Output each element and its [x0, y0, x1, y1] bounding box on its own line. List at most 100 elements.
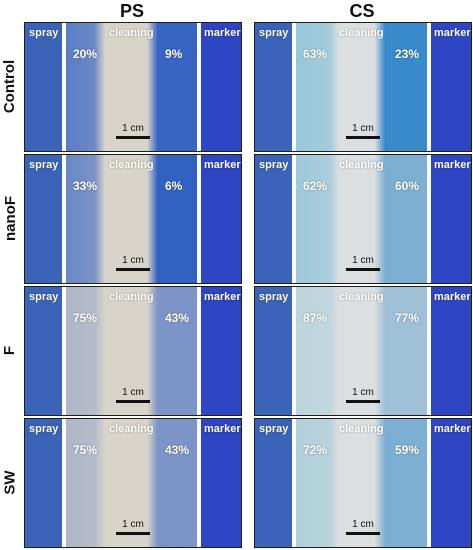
spray-strip — [25, 419, 62, 547]
strip-gap — [62, 287, 66, 415]
left-percentage: 72% — [303, 443, 328, 457]
marker-label: marker — [204, 159, 241, 171]
scale-bar-line — [116, 136, 150, 139]
scale-bar: 1 cm — [104, 519, 162, 535]
marker-label: marker — [434, 291, 471, 303]
scale-bar-label: 1 cm — [352, 519, 374, 530]
cleaning-strip — [66, 23, 197, 151]
row-label-text: nanoF — [1, 195, 19, 241]
strip-gap — [292, 155, 296, 283]
row-label-sw: SW — [0, 418, 20, 546]
marker-strip — [201, 155, 241, 283]
panel-cs-nanof: spray cleaning marker 62% 60% 1 cm — [254, 154, 472, 284]
strip-gap — [197, 23, 201, 151]
marker-label: marker — [434, 423, 471, 435]
row-label-text: Control — [1, 59, 19, 113]
strip-gap — [292, 23, 296, 151]
scale-bar-line — [346, 400, 380, 403]
scale-bar: 1 cm — [334, 519, 392, 535]
marker-strip — [431, 287, 471, 415]
marker-strip — [201, 23, 241, 151]
right-percentage: 23% — [395, 47, 420, 61]
spray-label: spray — [29, 27, 59, 39]
scale-bar-label: 1 cm — [352, 255, 374, 266]
left-percentage: 62% — [303, 179, 328, 193]
right-percentage: 60% — [395, 179, 420, 193]
scale-bar-line — [116, 400, 150, 403]
strip-gap — [427, 419, 431, 547]
column-header-ps: PS — [119, 1, 144, 21]
marker-label: marker — [434, 27, 471, 39]
cleaning-label: cleaning — [109, 159, 154, 171]
panel-cs-f: spray cleaning marker 87% 77% 1 cm — [254, 286, 472, 416]
spray-label: spray — [259, 27, 289, 39]
right-percentage: 43% — [165, 443, 190, 457]
row-label-nanof: nanoF — [0, 154, 20, 282]
right-percentage: 59% — [395, 443, 420, 457]
scale-bar-line — [116, 532, 150, 535]
right-percentage: 77% — [395, 311, 420, 325]
scale-bar-label: 1 cm — [122, 387, 144, 398]
cleaning-label: cleaning — [339, 159, 384, 171]
spray-label: spray — [29, 159, 59, 171]
cleaning-label: cleaning — [339, 423, 384, 435]
spray-strip — [255, 287, 292, 415]
spray-strip — [255, 155, 292, 283]
cleaning-strip — [66, 287, 197, 415]
strip-gap — [292, 419, 296, 547]
strip-gap — [62, 23, 66, 151]
panel-ps-f: spray cleaning marker 75% 43% 1 cm — [24, 286, 242, 416]
marker-strip — [201, 419, 241, 547]
panel-ps-control: spray cleaning marker 20% 9% 1 cm — [24, 22, 242, 152]
marker-label: marker — [204, 423, 241, 435]
scale-bar-label: 1 cm — [122, 519, 144, 530]
left-percentage: 33% — [73, 179, 98, 193]
cleaning-strip — [296, 23, 427, 151]
scale-bar-line — [346, 268, 380, 271]
marker-strip — [431, 419, 471, 547]
left-percentage: 87% — [303, 311, 328, 325]
cleaning-strip — [296, 155, 427, 283]
left-percentage: 63% — [303, 47, 328, 61]
cleaning-strip — [66, 419, 197, 547]
strip-gap — [62, 155, 66, 283]
scale-bar-label: 1 cm — [352, 123, 374, 134]
strip-gap — [197, 155, 201, 283]
marker-strip — [431, 155, 471, 283]
scale-bar-label: 1 cm — [122, 255, 144, 266]
scale-bar: 1 cm — [334, 387, 392, 403]
spray-strip — [25, 287, 62, 415]
spray-strip — [25, 155, 62, 283]
strip-gap — [292, 287, 296, 415]
right-percentage: 43% — [165, 311, 190, 325]
scale-bar: 1 cm — [104, 255, 162, 271]
strip-gap — [197, 287, 201, 415]
scale-bar-label: 1 cm — [122, 123, 144, 134]
panel-ps-nanof: spray cleaning marker 33% 6% 1 cm — [24, 154, 242, 284]
spray-label: spray — [259, 423, 289, 435]
panel-ps-sw: spray cleaning marker 75% 43% 1 cm — [24, 418, 242, 548]
cleaning-label: cleaning — [109, 291, 154, 303]
strip-gap — [197, 419, 201, 547]
row-label-f: F — [0, 286, 20, 414]
scale-bar-line — [346, 532, 380, 535]
right-percentage: 9% — [165, 47, 183, 61]
marker-label: marker — [204, 27, 241, 39]
strip-gap — [427, 287, 431, 415]
spray-label: spray — [259, 159, 289, 171]
marker-label: marker — [434, 159, 471, 171]
scale-bar-label: 1 cm — [352, 387, 374, 398]
spray-label: spray — [259, 291, 289, 303]
strip-gap — [427, 23, 431, 151]
scale-bar-line — [116, 268, 150, 271]
cleaning-label: cleaning — [109, 27, 154, 39]
column-header-cs: CS — [349, 1, 375, 21]
row-label-control: Control — [0, 22, 20, 150]
cleaning-label: cleaning — [339, 27, 384, 39]
panel-cs-sw: spray cleaning marker 72% 59% 1 cm — [254, 418, 472, 548]
spray-strip — [25, 23, 62, 151]
spray-strip — [255, 23, 292, 151]
cleaning-strip — [296, 287, 427, 415]
row-label-text: F — [1, 345, 19, 355]
marker-strip — [431, 23, 471, 151]
